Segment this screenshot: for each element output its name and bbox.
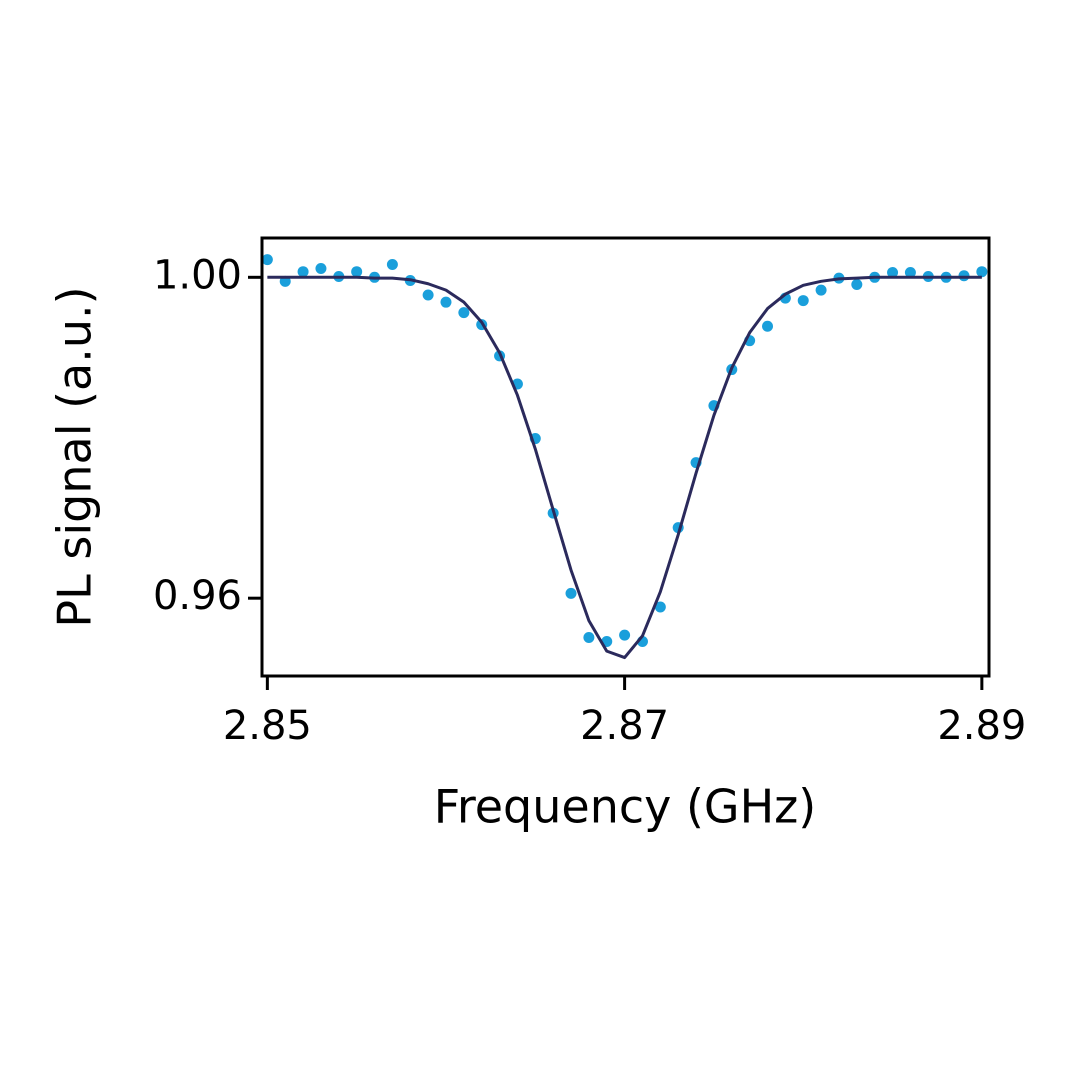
data-point	[904, 266, 916, 278]
y-axis-label: PL signal (a.u.)	[48, 286, 102, 627]
data-point	[815, 284, 827, 296]
data-point	[762, 320, 774, 332]
data-point	[958, 270, 970, 282]
y-tick-label: 1.00	[153, 252, 242, 298]
data-point	[654, 601, 666, 613]
data-point	[565, 587, 577, 599]
data-point	[297, 266, 309, 278]
data-point	[976, 266, 988, 278]
x-tick-label: 2.87	[580, 703, 669, 749]
x-tick-label: 2.89	[937, 703, 1026, 749]
data-point	[351, 266, 363, 278]
data-point	[458, 307, 470, 319]
data-point	[386, 258, 398, 270]
y-tick-label: 0.96	[153, 573, 242, 619]
data-point	[440, 296, 452, 308]
plot-frame	[260, 236, 991, 678]
data-point	[887, 266, 899, 278]
data-point	[583, 631, 595, 643]
data-point	[315, 262, 327, 274]
data-point	[422, 289, 434, 301]
data-point	[851, 279, 863, 291]
data-point	[797, 295, 809, 307]
data-point	[261, 254, 273, 266]
x-axis-label: Frequency (GHz)	[434, 780, 817, 834]
x-tick-label: 2.85	[223, 703, 312, 749]
data-point	[619, 629, 631, 641]
fit-line	[267, 275, 982, 660]
